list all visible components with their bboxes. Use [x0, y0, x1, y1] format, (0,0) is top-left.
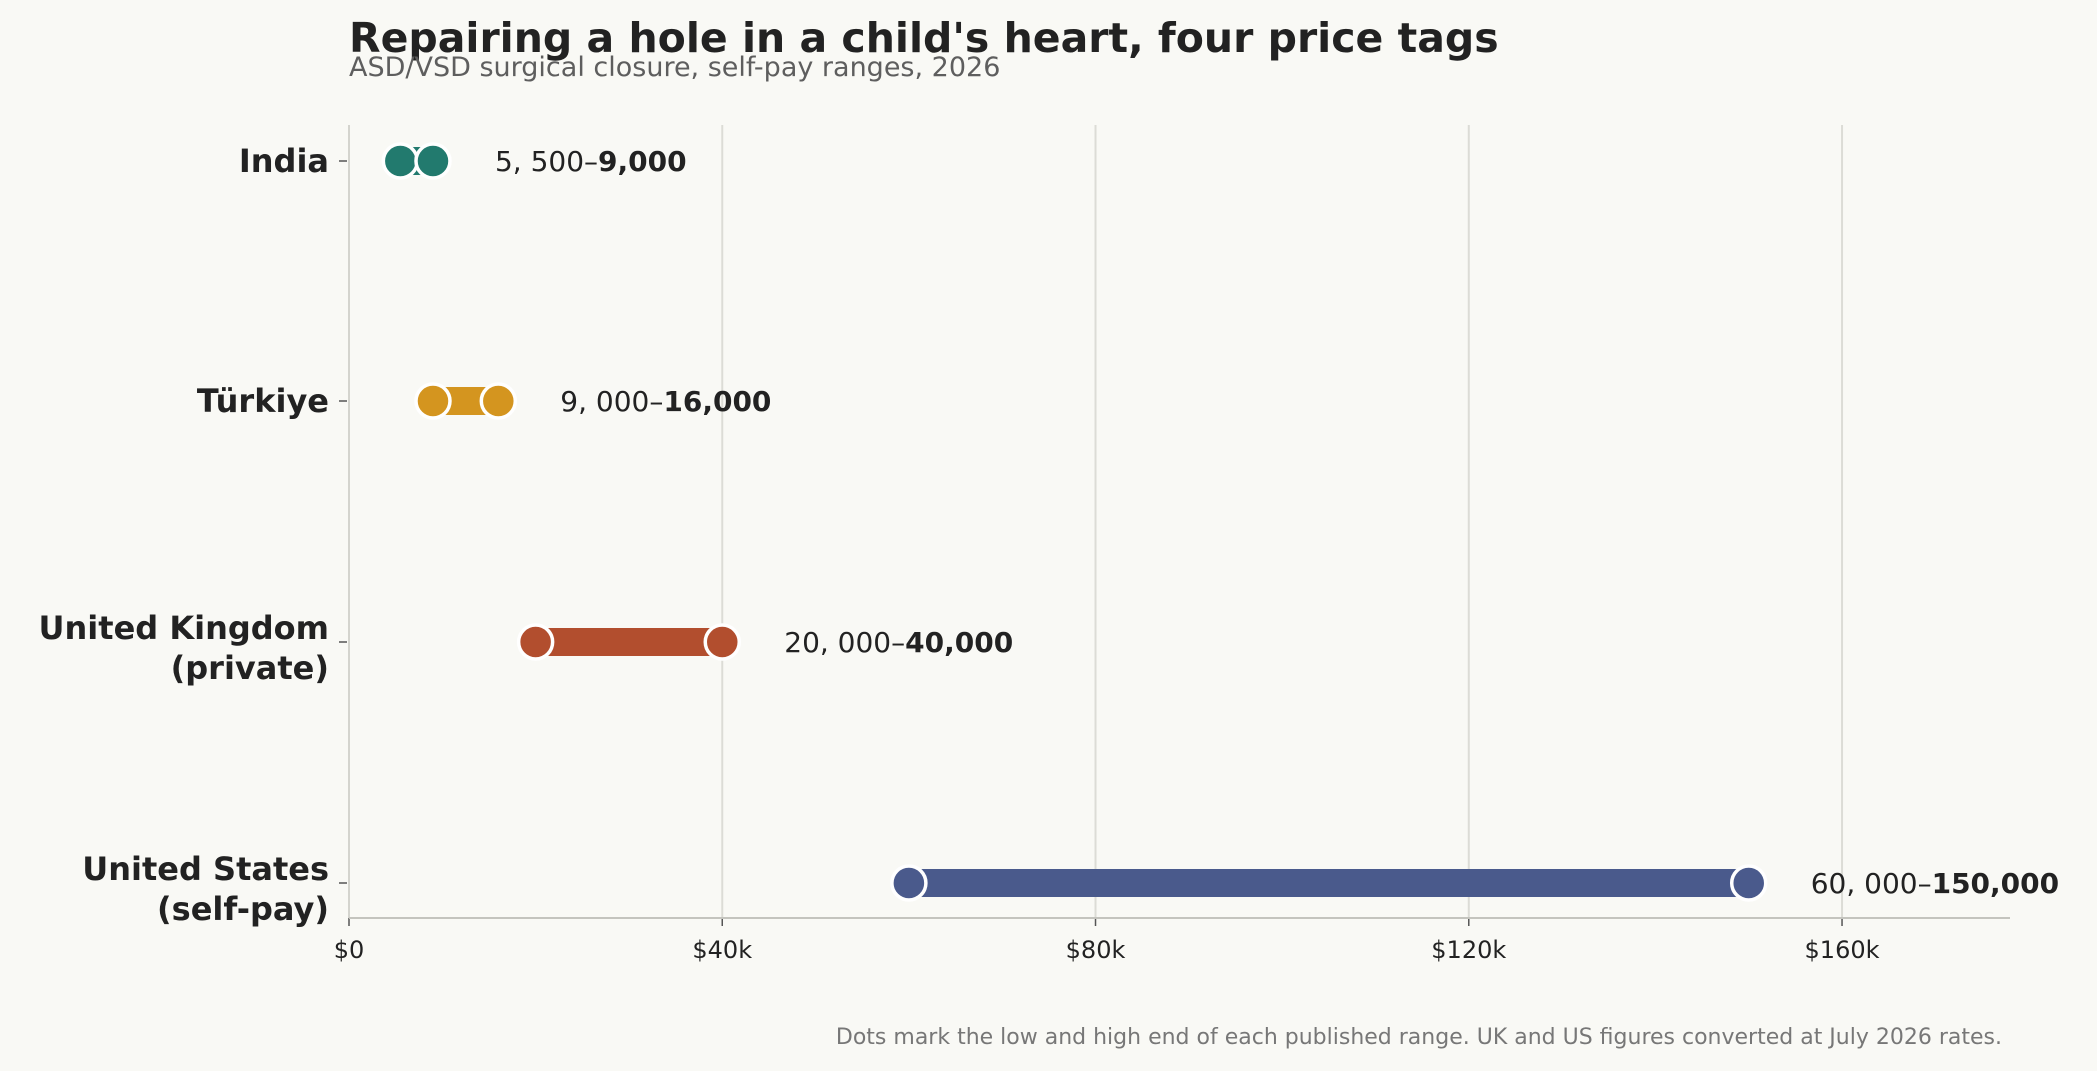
- low-dot: [890, 864, 928, 902]
- low-dot: [516, 623, 555, 661]
- series-row: 9, 000–16,000: [414, 382, 771, 420]
- footnote: Dots mark the low and high end of each p…: [835, 1025, 2002, 1050]
- high-dot: [703, 623, 742, 661]
- high-dot: [414, 142, 452, 180]
- range-label-low: 5, 500–: [495, 145, 598, 178]
- range-label-high: 9,000: [598, 145, 687, 178]
- high-dot: [479, 382, 518, 420]
- range-label-high: 150,000: [1932, 867, 2060, 900]
- range-label: 20, 000–40,000: [784, 626, 1013, 659]
- range-label-low: 20, 000–: [784, 626, 905, 659]
- x-tick-label: $160k: [1805, 936, 1880, 964]
- chart-title: Repairing a hole in a child's heart, fou…: [349, 14, 1499, 62]
- series-row: 5, 500–9,000: [381, 142, 687, 180]
- category-label: United Kingdom: [39, 609, 329, 647]
- range-label-high: 40,000: [905, 626, 1013, 659]
- range-label-high: 16,000: [663, 385, 771, 418]
- low-dot: [381, 142, 420, 180]
- range-label: 60, 000–150,000: [1811, 867, 2059, 900]
- series-row: 60, 000–150,000: [890, 864, 2059, 902]
- axes: $0 $40k $80k $120k $160k India Türkiye United K…: [39, 125, 2010, 964]
- range-label-low: 60, 000–: [1811, 867, 1932, 900]
- category-label: (self-pay): [157, 890, 329, 928]
- high-dot: [1729, 864, 1768, 902]
- x-tick-label: $0: [334, 936, 365, 964]
- data-series: 5, 500–9,000 9, 000–16,000 20, 000–40,000 6…: [381, 142, 2059, 902]
- category-label: Türkiye: [197, 382, 329, 420]
- range-label: 5, 500–9,000: [495, 145, 687, 178]
- x-tick-label: $80k: [1066, 936, 1126, 964]
- range-label-low: 9, 000–: [560, 385, 663, 418]
- chart-subtitle: ASD/VSD surgical closure, self-pay range…: [349, 52, 1001, 83]
- x-tick-label: $120k: [1431, 936, 1506, 964]
- category-label: United States: [82, 850, 329, 888]
- range-label: 9, 000–16,000: [560, 385, 771, 418]
- category-label: (private): [171, 649, 329, 687]
- low-dot: [414, 382, 452, 420]
- category-label: India: [239, 142, 329, 180]
- series-row: 20, 000–40,000: [516, 623, 1013, 661]
- grid-lines: [721, 125, 1844, 918]
- x-tick-label: $40k: [692, 936, 752, 964]
